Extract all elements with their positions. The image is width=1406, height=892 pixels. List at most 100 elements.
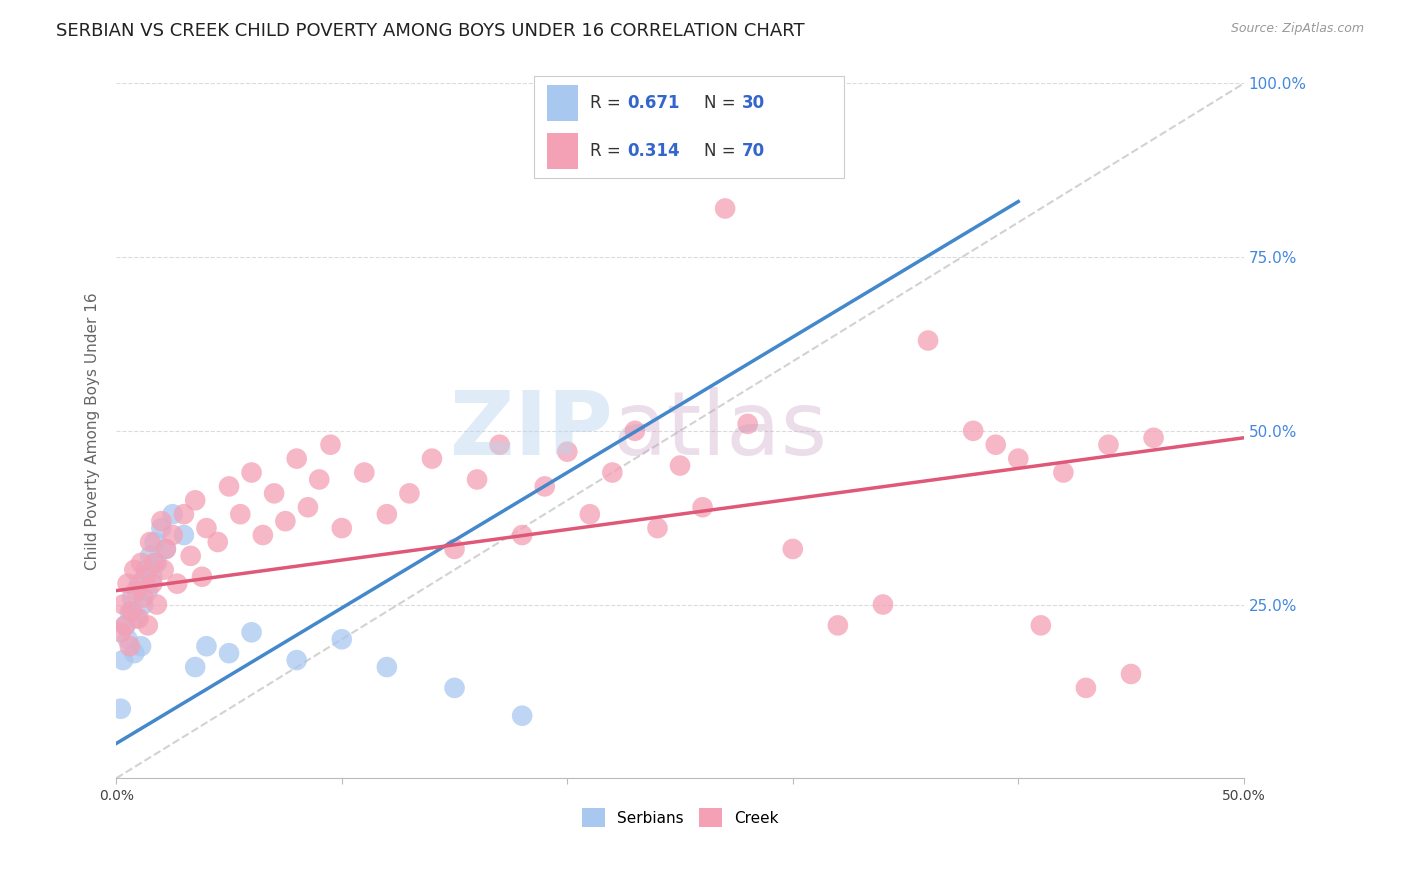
Point	[782, 541, 804, 556]
Point	[319, 438, 342, 452]
Point	[1119, 667, 1142, 681]
Point	[180, 549, 202, 563]
Point	[252, 528, 274, 542]
Point	[121, 605, 143, 619]
Y-axis label: Child Poverty Among Boys Under 16: Child Poverty Among Boys Under 16	[86, 292, 100, 570]
Point	[1074, 681, 1097, 695]
Text: 30: 30	[741, 94, 765, 112]
Point	[1007, 451, 1029, 466]
Point	[263, 486, 285, 500]
Point	[240, 625, 263, 640]
Point	[1142, 431, 1164, 445]
Point	[984, 438, 1007, 452]
Point	[139, 535, 162, 549]
Point	[737, 417, 759, 431]
Point	[129, 556, 152, 570]
Text: atlas: atlas	[613, 387, 828, 475]
Point	[297, 500, 319, 515]
Point	[191, 570, 214, 584]
Point	[125, 611, 148, 625]
Point	[139, 549, 162, 563]
Point	[118, 639, 141, 653]
Point	[143, 535, 166, 549]
Point	[330, 521, 353, 535]
Point	[124, 563, 146, 577]
FancyBboxPatch shape	[547, 133, 578, 169]
Point	[872, 598, 894, 612]
Point	[128, 576, 150, 591]
Text: 0.314: 0.314	[627, 142, 679, 161]
Point	[195, 521, 218, 535]
Point	[124, 646, 146, 660]
Point	[624, 424, 647, 438]
Point	[602, 466, 624, 480]
Point	[132, 591, 155, 605]
FancyBboxPatch shape	[534, 76, 844, 178]
Point	[146, 598, 169, 612]
Point	[150, 514, 173, 528]
Point	[135, 563, 157, 577]
Point	[375, 507, 398, 521]
Point	[195, 639, 218, 653]
Text: ZIP: ZIP	[450, 387, 613, 475]
Point	[152, 563, 174, 577]
Point	[308, 473, 330, 487]
Point	[285, 451, 308, 466]
Point	[207, 535, 229, 549]
Point	[579, 507, 602, 521]
Text: 0.671: 0.671	[627, 94, 679, 112]
Point	[533, 479, 555, 493]
Point	[125, 583, 148, 598]
Point	[184, 493, 207, 508]
Point	[218, 479, 240, 493]
Point	[162, 507, 184, 521]
Text: Source: ZipAtlas.com: Source: ZipAtlas.com	[1230, 22, 1364, 36]
Point	[218, 646, 240, 660]
Point	[398, 486, 420, 500]
Point	[173, 507, 195, 521]
Legend: Serbians, Creek: Serbians, Creek	[575, 802, 785, 833]
Text: R =: R =	[591, 142, 626, 161]
Text: N =: N =	[704, 94, 741, 112]
Point	[166, 576, 188, 591]
Point	[917, 334, 939, 348]
Point	[173, 528, 195, 542]
Point	[669, 458, 692, 473]
Point	[1052, 466, 1074, 480]
Point	[114, 618, 136, 632]
Point	[1097, 438, 1119, 452]
Point	[155, 541, 177, 556]
Point	[510, 528, 533, 542]
Point	[132, 598, 155, 612]
Point	[229, 507, 252, 521]
Point	[141, 570, 163, 584]
Point	[128, 611, 150, 625]
Point	[488, 438, 510, 452]
Point	[110, 702, 132, 716]
Point	[112, 653, 135, 667]
Point	[117, 632, 139, 647]
Point	[146, 556, 169, 570]
Point	[692, 500, 714, 515]
Point	[353, 466, 375, 480]
Point	[114, 618, 136, 632]
Text: N =: N =	[704, 142, 741, 161]
Point	[129, 639, 152, 653]
FancyBboxPatch shape	[547, 85, 578, 121]
Point	[510, 708, 533, 723]
Point	[962, 424, 984, 438]
Point	[136, 583, 159, 598]
Point	[184, 660, 207, 674]
Point	[555, 444, 578, 458]
Point	[141, 576, 163, 591]
Point	[143, 556, 166, 570]
Point	[117, 576, 139, 591]
Point	[330, 632, 353, 647]
Point	[465, 473, 488, 487]
Point	[827, 618, 849, 632]
Point	[714, 202, 737, 216]
Point	[240, 466, 263, 480]
Point	[162, 528, 184, 542]
Point	[112, 598, 135, 612]
Point	[274, 514, 297, 528]
